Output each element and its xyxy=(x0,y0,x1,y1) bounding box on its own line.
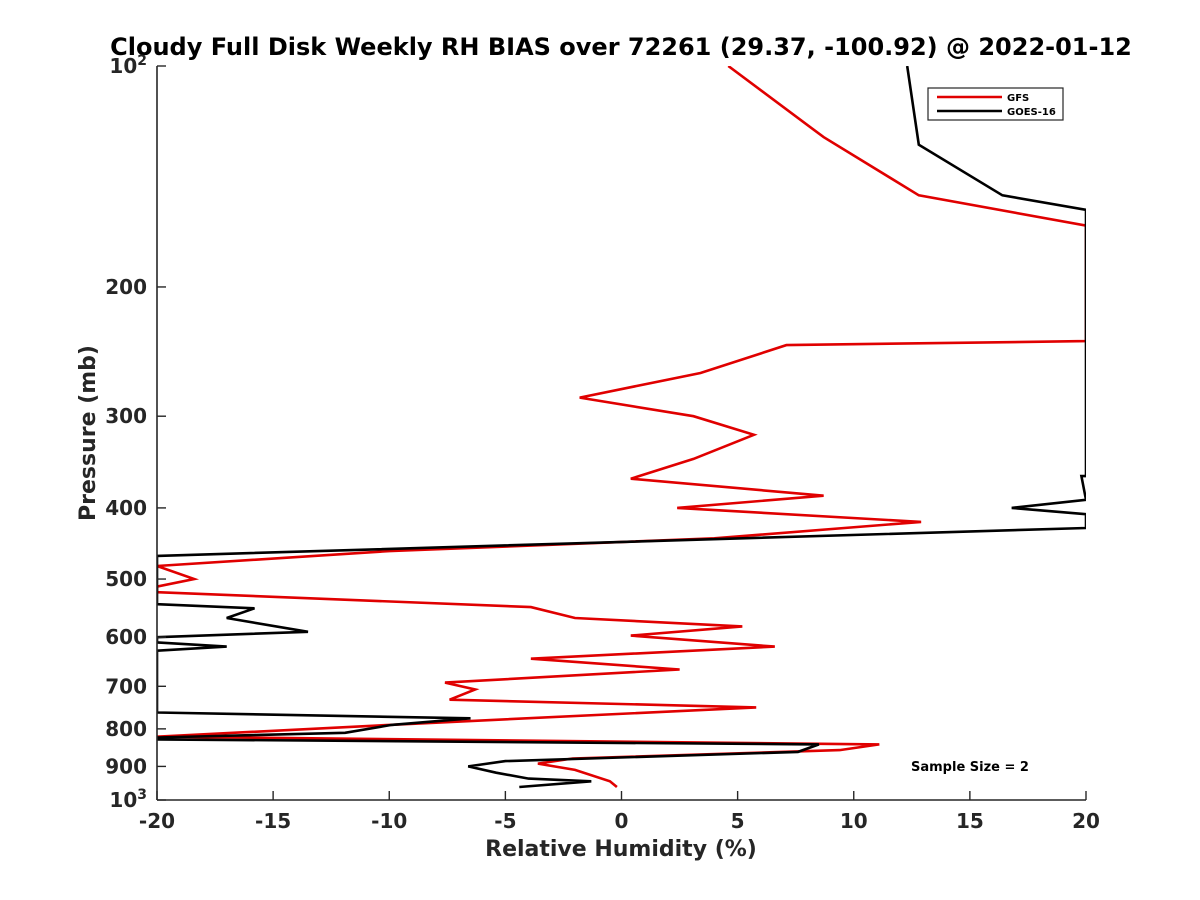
x-tick-label: -10 xyxy=(371,809,407,833)
y-tick-label-base: 400 xyxy=(105,496,147,520)
chart-title: Cloudy Full Disk Weekly RH BIAS over 722… xyxy=(110,33,1132,61)
y-tick-label: 103 xyxy=(109,787,147,812)
y-tick-label-exponent: 3 xyxy=(137,787,147,803)
y-tick-label-base: 200 xyxy=(105,275,147,299)
x-tick-label: 15 xyxy=(956,809,984,833)
sample-size-annotation: Sample Size = 2 xyxy=(911,760,1029,775)
x-tick-label: 20 xyxy=(1072,809,1100,833)
y-tick-label: 200 xyxy=(105,275,147,299)
y-tick-label-exponent: 2 xyxy=(137,53,147,69)
x-ticks: -20 -15 -10 -5 0 5 10 15 20 xyxy=(139,791,1100,833)
legend-label-goes16: GOES-16 xyxy=(1007,107,1056,118)
x-tick-label: 5 xyxy=(731,809,745,833)
series-line-goes-16 xyxy=(157,66,1086,789)
y-tick-label: 600 xyxy=(105,625,147,649)
y-tick-label-base: 800 xyxy=(105,717,147,741)
y-tick-label-base: 500 xyxy=(105,567,147,591)
y-tick-label-base: 700 xyxy=(105,674,147,698)
y-tick-label-base: 900 xyxy=(105,754,147,778)
y-tick-label: 500 xyxy=(105,567,147,591)
y-tick-label: 300 xyxy=(105,404,147,428)
y-tick-label: 700 xyxy=(105,674,147,698)
y-tick-label-base: 10 xyxy=(109,54,137,78)
y-tick-label: 102 xyxy=(109,53,147,78)
y-tick-label: 800 xyxy=(105,717,147,741)
y-tick-label: 400 xyxy=(105,496,147,520)
y-axis-label: Pressure (mb) xyxy=(76,345,101,521)
x-tick-label: 10 xyxy=(840,809,868,833)
x-axis-label: Relative Humidity (%) xyxy=(485,837,757,862)
legend: GFS GOES-16 xyxy=(927,87,1064,121)
series-lines xyxy=(157,66,1086,789)
y-tick-label-base: 300 xyxy=(105,404,147,428)
y-tick-label-base: 600 xyxy=(105,625,147,649)
y-tick-label: 900 xyxy=(105,754,147,778)
x-tick-label: 0 xyxy=(615,809,629,833)
x-tick-label: -20 xyxy=(139,809,175,833)
legend-box xyxy=(927,87,1064,121)
series-line-gfs xyxy=(157,66,1086,789)
legend-label-gfs: GFS xyxy=(1007,93,1029,104)
x-tick-label: -15 xyxy=(255,809,291,833)
x-tick-label: -5 xyxy=(494,809,516,833)
y-tick-label-base: 10 xyxy=(109,788,137,812)
